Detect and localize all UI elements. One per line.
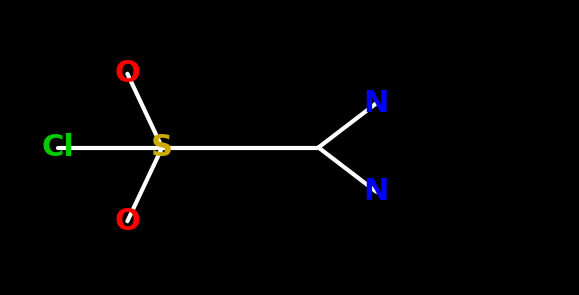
Text: Cl: Cl — [42, 133, 74, 162]
Text: S: S — [151, 133, 173, 162]
Text: N: N — [364, 89, 389, 118]
Text: N: N — [364, 177, 389, 206]
Text: O: O — [115, 59, 140, 88]
Text: O: O — [115, 207, 140, 236]
